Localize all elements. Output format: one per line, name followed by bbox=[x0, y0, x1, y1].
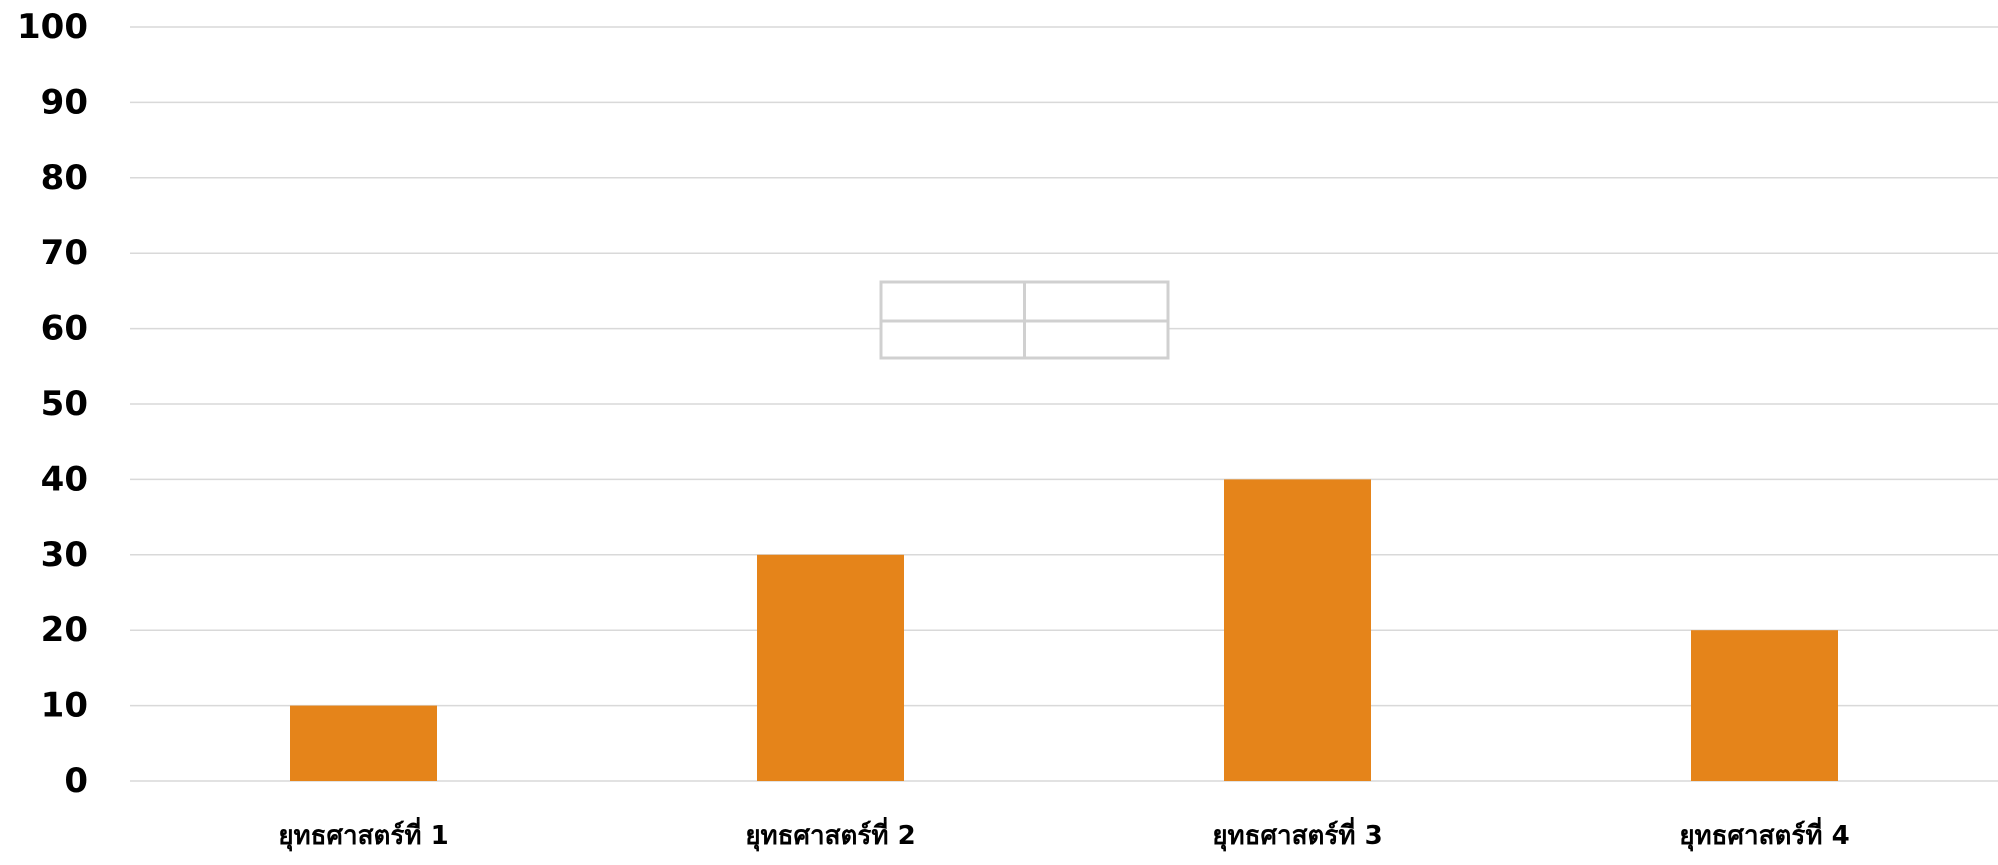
y-tick-label: 30 bbox=[41, 535, 88, 575]
x-tick-label: ยุทธศาสตร์ที่ 4 bbox=[1679, 816, 1849, 852]
y-tick-label: 80 bbox=[41, 158, 88, 198]
gridlines bbox=[130, 26, 1998, 782]
y-tick-label: 70 bbox=[41, 233, 88, 273]
y-tick-label: 100 bbox=[17, 7, 88, 47]
x-axis-tick-labels: ยุทธศาสตร์ที่ 1 ยุทธศาสตร์ที่ 2 ยุทธศาสตร์… bbox=[278, 816, 1849, 852]
y-tick-label: 20 bbox=[41, 610, 88, 650]
y-tick-label: 50 bbox=[41, 384, 88, 424]
bar-3 bbox=[1224, 479, 1371, 781]
x-tick-label: ยุทธศาสตร์ที่ 1 bbox=[278, 816, 448, 852]
x-tick-label: ยุทธศาสตร์ที่ 3 bbox=[1212, 816, 1382, 852]
y-tick-label: 0 bbox=[64, 761, 88, 801]
bar-4 bbox=[1691, 630, 1838, 781]
y-tick-label: 90 bbox=[41, 82, 88, 122]
y-axis-tick-labels: 0 10 20 30 40 50 60 70 80 90 100 bbox=[17, 7, 88, 801]
y-tick-label: 10 bbox=[41, 686, 88, 726]
bar-2 bbox=[757, 554, 904, 781]
bar-1 bbox=[290, 705, 437, 781]
empty-table-overlay bbox=[879, 280, 1170, 360]
y-tick-label: 60 bbox=[41, 309, 88, 349]
y-tick-label: 40 bbox=[41, 459, 88, 499]
bars bbox=[290, 479, 1838, 781]
x-tick-label: ยุทธศาสตร์ที่ 2 bbox=[745, 816, 915, 852]
